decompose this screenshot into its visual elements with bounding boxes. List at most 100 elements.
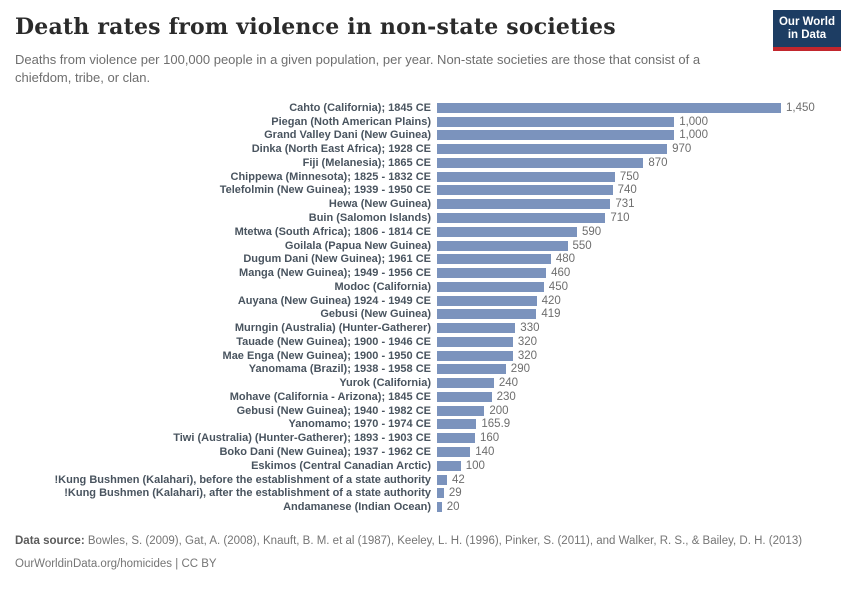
value-label: 710 (610, 212, 630, 224)
bar[interactable] (437, 460, 461, 471)
category-label: Yurok (California) (339, 377, 431, 390)
bar-row: Grand Valley Dani (New Guinea) 1,000 (0, 129, 850, 143)
value-label: 330 (520, 322, 540, 335)
value-label: 320 (517, 335, 538, 348)
bar[interactable] (437, 116, 675, 127)
bar-row: !Kung Bushmen (Kalahari), after the esta… (0, 486, 850, 500)
category-label: Hewa (New Guinea) (328, 198, 431, 211)
bar[interactable] (437, 502, 442, 513)
category-label: Eskimos (Central Canadian Arctic) (251, 459, 431, 472)
category-label: Mohave (California - Arizona); 1845 CE (229, 390, 431, 403)
bar-row: Goilala (Papua New Guinea) 550 (0, 239, 850, 253)
bar[interactable] (437, 213, 606, 223)
bar[interactable] (437, 474, 447, 485)
value-label: 42 (452, 473, 465, 486)
bar-row: Modoc (California) 450 (0, 280, 850, 294)
value-label: 290 (510, 363, 530, 376)
value-label: 740 (617, 184, 637, 197)
category-label: Auyana (New Guinea) 1924 - 1949 CE (237, 294, 431, 307)
bar-row: Gebusi (New Guinea); 1940 - 1982 CE 200 (0, 404, 850, 418)
bar[interactable] (437, 144, 668, 155)
category-label: !Kung Bushmen (Kalahari), after the esta… (64, 487, 431, 500)
bar[interactable] (437, 488, 444, 499)
value-label: 450 (548, 280, 568, 293)
category-label: Piegan (Noth American Plains) (271, 115, 431, 128)
bar-row: Cahto (California); 1845 CE 1,450 (0, 101, 850, 115)
category-label: Mae Enga (New Guinea); 1900 - 1950 CE (222, 349, 431, 362)
bar[interactable] (437, 378, 494, 389)
bar-row: Andamanese (Indian Ocean) 20 (0, 500, 850, 514)
bar-row: Yanomama (Brazil); 1938 - 1958 CE 290 (0, 363, 850, 377)
value-label: 460 (551, 267, 571, 280)
bar-row: Piegan (Noth American Plains) 1,000 (0, 115, 850, 129)
bar-row: Dugum Dani (New Guinea); 1961 CE 480 (0, 252, 850, 266)
bar[interactable] (437, 254, 551, 265)
bar[interactable] (437, 350, 513, 361)
category-label: Buin (Salomon Islands) (308, 212, 431, 224)
bar[interactable] (437, 157, 644, 168)
bar[interactable] (437, 171, 615, 182)
category-label: !Kung Bushmen (Kalahari), before the est… (54, 473, 432, 486)
bar-row: Yanomamo; 1970 - 1974 CE 165.9 (0, 418, 850, 432)
value-label: 230 (496, 390, 516, 403)
category-label: Cahto (California); 1845 CE (289, 101, 431, 114)
chart-title: Death rates from violence in non-state s… (15, 14, 616, 40)
bar[interactable] (437, 102, 781, 113)
bar[interactable] (437, 433, 475, 444)
bar-row: Chippewa (Minnesota); 1825 - 1832 CE 750 (0, 170, 850, 184)
bar[interactable] (437, 295, 537, 306)
owid-logo[interactable]: Our World in Data (773, 10, 841, 51)
chart-footer: Data source: Bowles, S. (2009), Gat, A. … (0, 514, 850, 570)
bar[interactable] (437, 281, 544, 292)
value-label: 1,000 (679, 115, 708, 128)
bar[interactable] (437, 226, 577, 237)
bar-row: Mohave (California - Arizona); 1845 CE 23… (0, 390, 850, 404)
value-label: 165.9 (481, 418, 511, 431)
bar[interactable] (437, 336, 513, 347)
bar-row: Gebusi (New Guinea) 419 (0, 307, 850, 321)
bar[interactable] (437, 130, 675, 141)
owid-logo-line2: in Data (787, 28, 827, 41)
owid-logo-line1: Our World (778, 15, 835, 28)
bar-row: Dinka (North East Africa); 1928 CE 970 (0, 142, 850, 156)
bar[interactable] (437, 323, 516, 334)
value-label: 140 (475, 446, 495, 459)
bar-row: Murngin (Australia) (Hunter-Gatherer) 330 (0, 321, 850, 335)
value-label: 590 (582, 225, 602, 238)
data-source-text: Bowles, S. (2009), Gat, A. (2008), Knauf… (87, 535, 803, 547)
bar-row: Telefolmin (New Guinea); 1939 - 1950 CE 7… (0, 184, 850, 198)
bar[interactable] (437, 447, 471, 458)
value-label: 160 (480, 432, 500, 445)
category-label: Gebusi (New Guinea) (320, 308, 431, 321)
bar[interactable] (437, 199, 611, 210)
bar[interactable] (437, 309, 537, 320)
bar[interactable] (437, 419, 477, 430)
category-label: Gebusi (New Guinea); 1940 - 1982 CE (236, 404, 431, 417)
chart-subtitle: Deaths from violence per 100,000 people … (15, 52, 701, 85)
bar[interactable] (437, 391, 492, 402)
value-label: 100 (465, 459, 485, 472)
value-label: 29 (448, 487, 462, 500)
data-source-note: Data source: Bowles, S. (2009), Gat, A. … (15, 534, 834, 550)
category-label: Yanomama (Brazil); 1938 - 1958 CE (248, 363, 431, 376)
bar[interactable] (437, 185, 613, 196)
bar[interactable] (437, 240, 568, 251)
bar-row: Tiwi (Australia) (Hunter-Gatherer); 1893… (0, 431, 850, 445)
category-label: Telefolmin (New Guinea); 1939 - 1950 CE (219, 184, 431, 197)
category-label: Boko Dani (New Guinea); 1937 - 1962 CE (219, 446, 431, 459)
bar-chart: Cahto (California); 1845 CE 1,450 Piegan (… (0, 101, 850, 514)
bar[interactable] (437, 405, 485, 416)
bar-row: Manga (New Guinea); 1949 - 1956 CE 460 (0, 266, 850, 280)
bar[interactable] (437, 364, 506, 375)
bar-row: Auyana (New Guinea) 1924 - 1949 CE 420 (0, 294, 850, 308)
category-label: Goilala (Papua New Guinea) (284, 239, 431, 252)
category-label: Grand Valley Dani (New Guinea) (264, 129, 431, 142)
bar-row: Mtetwa (South Africa); 1806 - 1814 CE 590 (0, 225, 850, 239)
chart-header: Death rates from violence in non-state s… (0, 0, 850, 86)
bar[interactable] (437, 268, 547, 279)
category-label: Murngin (Australia) (Hunter-Gatherer) (234, 322, 431, 335)
owid-url-link[interactable]: OurWorldinData.org/homicides (15, 557, 173, 570)
value-label: 320 (517, 349, 538, 362)
value-label: 970 (672, 143, 692, 156)
value-label: 731 (615, 198, 635, 211)
